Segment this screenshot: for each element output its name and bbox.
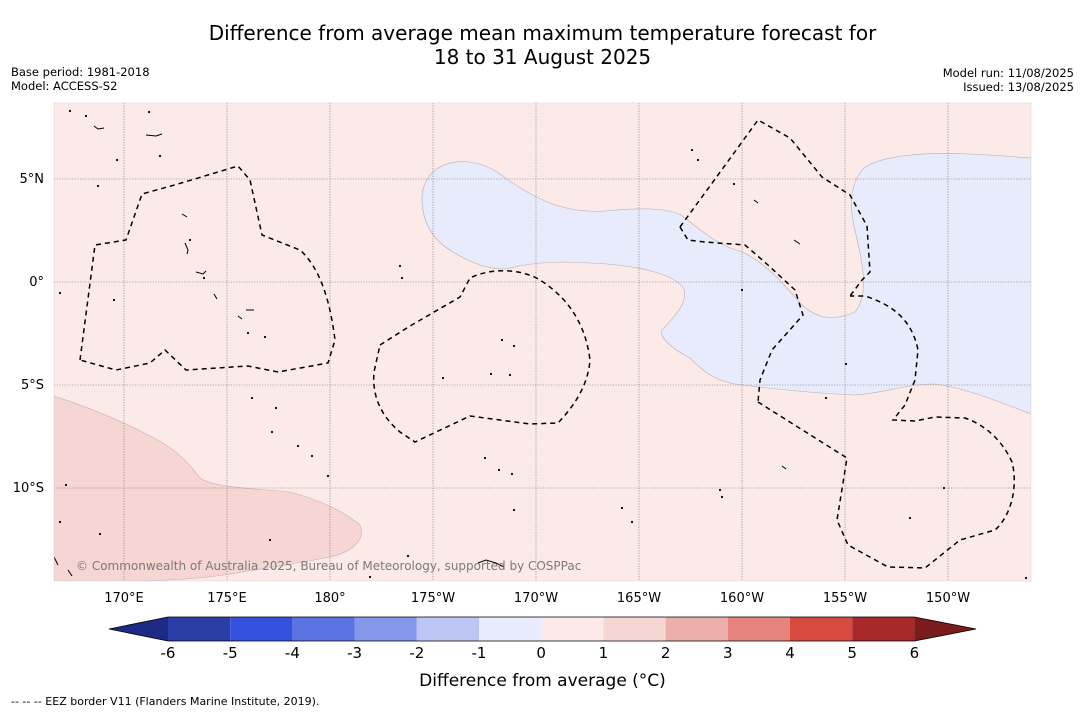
- colorbar-tick: -3: [347, 644, 363, 662]
- colorbar-tick: 1: [598, 644, 609, 662]
- lon-label-170e: 170°E: [104, 591, 144, 606]
- lon-label-160w: 160°W: [720, 591, 764, 606]
- colorbar-tick: 0: [536, 644, 546, 662]
- colorbar-segment: [354, 617, 417, 641]
- colorbar-segment: [665, 617, 728, 641]
- island-outlines: [54, 125, 801, 577]
- lon-label-150w: 150°W: [926, 591, 970, 606]
- lon-label-175e: 175°E: [207, 591, 247, 606]
- title-line-1: Difference from average mean maximum tem…: [208, 21, 877, 45]
- colorbar-under-arrow: [109, 617, 168, 641]
- eez-border-cook-polynesia: [757, 295, 1015, 569]
- colorbar: [108, 616, 977, 642]
- colorbar-segment: [168, 617, 231, 641]
- eez-border-line-islands-inner: [679, 226, 804, 403]
- colorbar-tick: 6: [909, 644, 920, 662]
- lat-label-5n: 5°N: [20, 172, 45, 187]
- colorbar-tick: -2: [409, 644, 425, 662]
- copyright-text: © Commonwealth of Australia 2025, Bureau…: [76, 559, 581, 573]
- title-line-2: 18 to 31 August 2025: [433, 45, 652, 69]
- island-dots: [58, 109, 1028, 580]
- chart-title: Difference from average mean maximum tem…: [0, 21, 1085, 69]
- colorbar-tick: -4: [284, 644, 300, 662]
- issued-date: Issued: 13/08/2025: [963, 80, 1074, 94]
- eez-border-tuvalu: [79, 165, 336, 373]
- eez-legend: -- -- -- EEZ border V11 (Flanders Marine…: [11, 695, 320, 708]
- warm-anomaly-area: [54, 395, 362, 581]
- lon-label-180: 180°: [314, 591, 345, 606]
- colorbar-segment: [230, 617, 293, 641]
- colorbar-tick: 2: [660, 644, 671, 662]
- colorbar-tick: -5: [222, 644, 238, 662]
- meta-left: Base period: 1981-2018 Model: ACCESS-S2: [11, 65, 150, 93]
- lat-label-0: 0°: [29, 275, 44, 290]
- graticule: [54, 103, 1031, 581]
- model-name: Model: ACCESS-S2: [11, 79, 118, 93]
- colorbar-segment: [416, 617, 479, 641]
- colorbar-segment: [292, 617, 355, 641]
- colorbar-outline: [108, 616, 977, 642]
- colorbar-segment: [479, 617, 542, 641]
- lon-label-165w: 165°W: [617, 591, 661, 606]
- colorbar-segment: [541, 617, 604, 641]
- colorbar-segment: [852, 617, 915, 641]
- colorbar-tick: 5: [847, 644, 857, 662]
- eez-border-phoenix: [372, 270, 591, 443]
- colorbar-tick: 3: [723, 644, 733, 662]
- colorbar-tick: -1: [471, 644, 487, 662]
- meta-right: Model run: 11/08/2025 Issued: 13/08/2025: [943, 66, 1074, 94]
- colorbar-tick: -6: [160, 644, 176, 662]
- cool-anomaly-area: [421, 153, 1031, 415]
- eez-border-line-islands-north: [679, 119, 871, 297]
- model-run: Model run: 11/08/2025: [942, 66, 1074, 80]
- lat-label-5s: 5°S: [21, 378, 44, 393]
- lat-label-10s: 10°S: [13, 481, 44, 496]
- colorbar-segment: [727, 617, 790, 641]
- lon-label-155w: 155°W: [823, 591, 867, 606]
- base-period: Base period: 1981-2018: [11, 65, 150, 79]
- colorbar-segment: [603, 617, 666, 641]
- lon-label-175w: 175°W: [411, 591, 455, 606]
- colorbar-tick: 4: [785, 644, 795, 662]
- lon-label-170w: 170°W: [514, 591, 558, 606]
- colorbar-segment: [790, 617, 853, 641]
- colorbar-label: Difference from average (°C): [419, 671, 666, 691]
- colorbar-over-arrow: [914, 617, 976, 641]
